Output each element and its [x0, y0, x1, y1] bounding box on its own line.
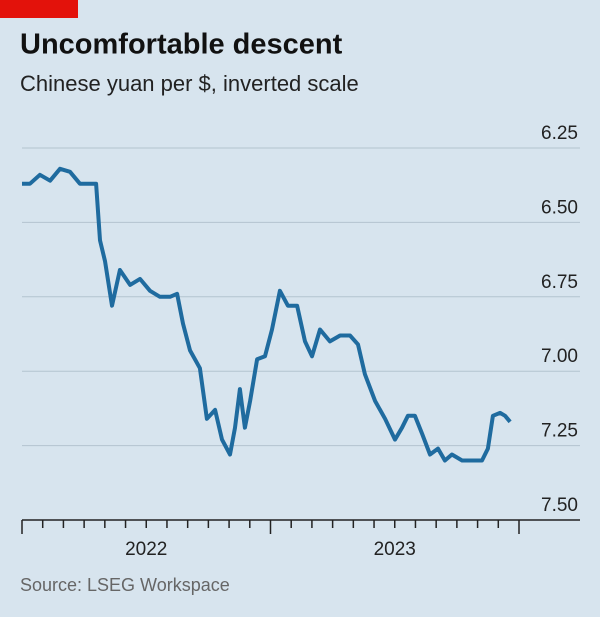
y-tick-label: 7.25: [541, 421, 578, 442]
y-tick-label: 6.75: [541, 272, 578, 293]
y-tick-label: 7.00: [541, 346, 578, 367]
x-tick-label: 2022: [125, 539, 167, 560]
y-tick-label: 6.25: [541, 123, 578, 144]
series-line: [22, 166, 512, 463]
chart-title: Uncomfortable descent: [20, 29, 343, 61]
brand-tag: [0, 0, 78, 18]
chart-subtitle: Chinese yuan per $, inverted scale: [20, 71, 359, 96]
y-tick-label: 7.50: [541, 495, 578, 516]
x-tick-label: 2023: [374, 539, 416, 560]
source: Source: LSEG Workspace: [20, 575, 230, 595]
y-tick-label: 6.50: [541, 197, 578, 218]
